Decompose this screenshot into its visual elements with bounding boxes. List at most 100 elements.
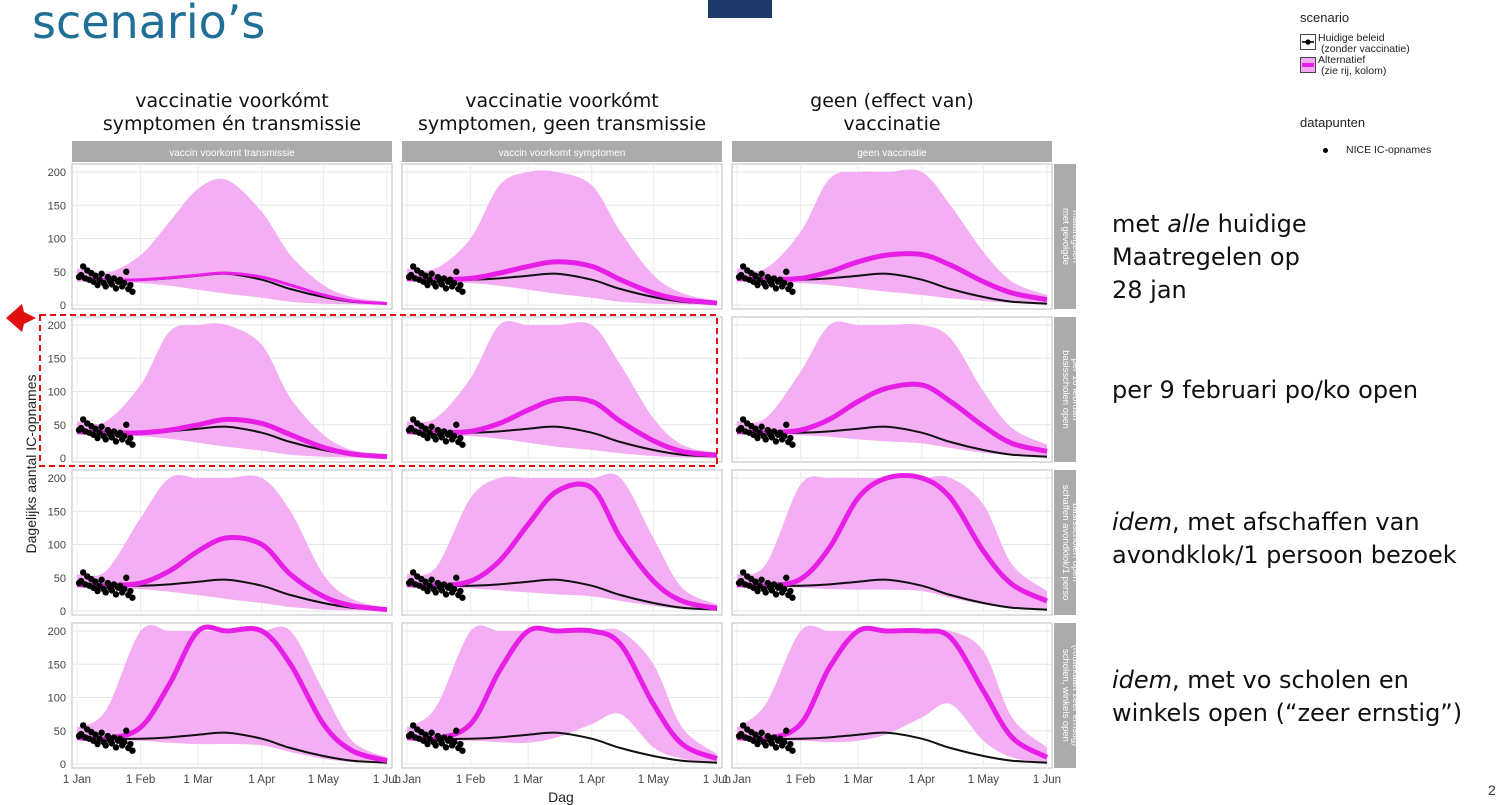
observed-data-point (457, 740, 464, 748)
legend-points-label: NICE IC-opnames (1346, 144, 1432, 156)
panel-plot-area (735, 169, 1048, 305)
observed-data-point (457, 587, 464, 595)
facet-panel (731, 163, 1053, 310)
logo-badge (708, 0, 772, 18)
observed-data-point (127, 281, 134, 289)
row-description-1-pre: met (1112, 210, 1168, 238)
observed-data-point (123, 421, 130, 428)
legend-key-baseline-glyph (1302, 39, 1314, 45)
observed-data-point (752, 272, 759, 279)
alternative-series-line (76, 271, 388, 306)
row-description-4-line2: winkels open (“zeer ernstig”) (1112, 699, 1463, 727)
observed-data-point (754, 740, 761, 748)
x-tick-label: 1 Mar (183, 774, 213, 786)
column-header-3-line1: geen (effect van) (810, 90, 974, 112)
observed-data-point (789, 288, 796, 295)
row-description-2-line1: per 9 februari po/ko open (1112, 374, 1418, 407)
alternative-uncertainty-band (407, 625, 717, 763)
observed-data-point (762, 589, 769, 596)
observed-data-point (781, 279, 788, 287)
row-description-4-emphasis: idem (1112, 666, 1173, 694)
row-strip-label: schaffen avondklok/1 perso (1060, 485, 1071, 600)
legend-points-title: datapunten (1300, 115, 1366, 130)
y-tick-label: 200 (48, 626, 66, 638)
y-tick-label: 50 (54, 267, 66, 279)
alternative-uncertainty-band (77, 323, 387, 458)
observed-data-point (92, 731, 99, 738)
facet-panel (401, 469, 723, 616)
observed-data-point (459, 288, 466, 295)
y-tick-label: 100 (48, 387, 66, 399)
observed-data-point (102, 742, 109, 749)
row-description-4-line1: idem, met vo scholen en (1112, 664, 1462, 697)
observed-data-point (112, 285, 120, 292)
observed-data-point (772, 438, 780, 445)
observed-data-point (98, 576, 105, 583)
observed-data-point (752, 731, 759, 738)
y-tick-label: 200 (48, 473, 66, 485)
observed-data-point (772, 591, 780, 598)
observed-data-point (762, 283, 769, 290)
observed-data-point (79, 722, 87, 729)
legend-point-marker (1323, 148, 1328, 153)
x-tick-label: 1 Feb (456, 774, 485, 786)
alternative-uncertainty-band (407, 321, 717, 458)
highlight-arrow-icon (6, 304, 36, 332)
column-header-3: geen (effect van) vaccinatie (732, 90, 1052, 136)
observed-data-point (789, 594, 796, 601)
row-strip-label: basisscholen open (1060, 350, 1071, 429)
row-description-2-pre: per 9 februari po/ko open (1112, 376, 1419, 404)
observed-data-point (783, 421, 790, 428)
observed-data-point (762, 436, 769, 443)
x-tick-label: 1 May (638, 774, 670, 786)
alternative-series-line (76, 535, 388, 613)
observed-data-point (432, 283, 439, 290)
panel-plot-area (735, 625, 1049, 764)
observed-data-point (92, 578, 99, 585)
observed-data-point (768, 587, 776, 594)
observed-data-point (102, 283, 109, 290)
observed-data-point (422, 272, 429, 279)
row-description-3-emphasis: idem (1112, 508, 1173, 536)
alternative-uncertainty-band (737, 169, 1047, 305)
row-strip-label: basisscholen open (1070, 503, 1081, 582)
legend-label-alternative-line1: Alternatief (1318, 54, 1366, 66)
observed-data-point (432, 742, 439, 749)
column-strip-label: geen vaccinatie (857, 148, 927, 159)
observed-data-point (453, 268, 460, 275)
panel-plot-area (75, 323, 388, 460)
observed-data-point (127, 740, 134, 748)
observed-data-point (739, 722, 747, 729)
alternative-series-line (406, 625, 718, 762)
panel-plot-area (405, 321, 718, 458)
observed-data-point (789, 441, 796, 448)
observed-data-point (442, 438, 450, 445)
baseline-series-line (736, 578, 1048, 611)
x-tick-label: 1 Jan (393, 774, 421, 786)
observed-data-point (424, 434, 431, 442)
observed-data-point (789, 747, 796, 754)
facet-panel (731, 316, 1053, 463)
observed-data-point (129, 747, 136, 754)
observed-data-point (94, 587, 101, 595)
row-description-3: idem, met afschaffen van avondklok/1 per… (1112, 506, 1457, 572)
observed-data-point (123, 727, 130, 734)
observed-data-point (451, 738, 458, 746)
observed-data-point (457, 434, 464, 442)
panel-plot-area (735, 321, 1048, 458)
facet-panel (71, 469, 393, 616)
highlight-box (39, 314, 718, 467)
observed-data-point (79, 569, 87, 576)
observed-data-point (108, 740, 116, 747)
y-tick-label: 200 (48, 320, 66, 332)
legend-label-alternative: Alternatief (zie rij, kolom) (1318, 55, 1386, 77)
facet-panel (731, 469, 1053, 616)
observed-data-point (127, 434, 134, 442)
observed-data-point (451, 585, 458, 593)
observed-data-point (428, 270, 435, 277)
observed-data-point (409, 569, 417, 576)
facet-panel (71, 316, 393, 463)
observed-data-point (739, 416, 747, 423)
observed-data-point (457, 281, 464, 289)
observed-data-point (92, 272, 99, 279)
